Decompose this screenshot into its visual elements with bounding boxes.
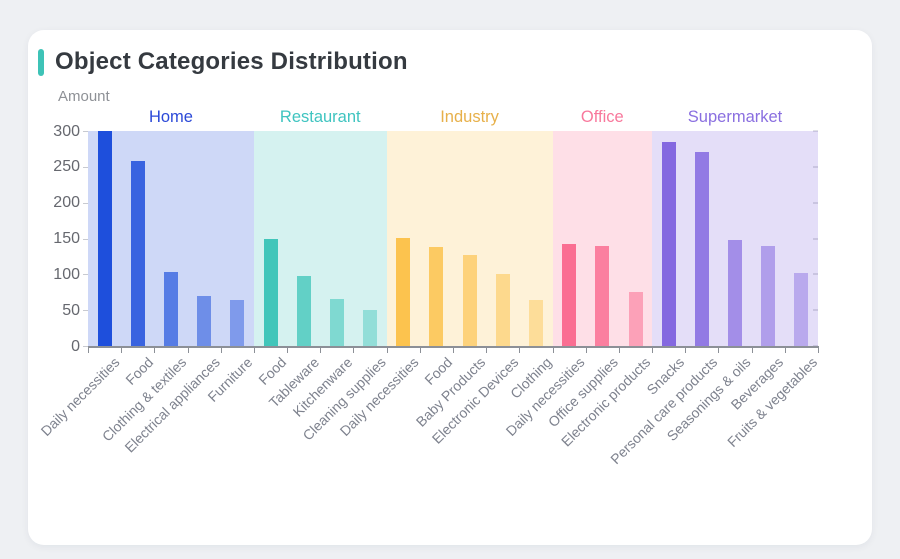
- bar-industry-daily-necessities[interactable]: [396, 237, 411, 346]
- y-axis-right-tick: [813, 309, 818, 312]
- title-accent-bar: [38, 48, 44, 76]
- y-axis-right-tick: [813, 273, 818, 276]
- bar-home-daily-necessities[interactable]: [97, 131, 112, 346]
- bar-home-furniture[interactable]: [230, 300, 245, 346]
- x-axis-tick: [253, 346, 255, 353]
- x-axis-tick: [453, 346, 454, 353]
- x-axis-tick: [585, 346, 587, 353]
- group-label-supermarket: Supermarket: [687, 108, 783, 126]
- bar-industry-clothing[interactable]: [528, 300, 543, 346]
- header: Object Categories Distribution: [38, 48, 408, 76]
- x-axis-tick: [220, 346, 222, 353]
- y-axis-tick-label: 150: [53, 230, 80, 247]
- y-axis-tick-label: 100: [53, 265, 80, 283]
- y-axis-tick-label: 200: [53, 194, 80, 212]
- y-axis-right-tick: [813, 165, 818, 168]
- x-axis-tick: [519, 346, 521, 353]
- bar-supermarket-personal-care-products[interactable]: [694, 151, 709, 346]
- x-axis-tick: [121, 346, 123, 353]
- y-axis-tick: [83, 166, 88, 168]
- bar-supermarket-seasonings-oils[interactable]: [728, 239, 743, 346]
- group-label-home: Home: [148, 108, 193, 126]
- y-axis-right-tick: [813, 201, 818, 204]
- bar-industry-food[interactable]: [429, 247, 444, 346]
- x-axis-tick: [154, 346, 156, 353]
- group-label-industry: Industry: [440, 108, 499, 126]
- y-axis-title: Amount: [58, 88, 110, 105]
- bar-home-food[interactable]: [130, 161, 145, 346]
- bar-restaurant-tableware[interactable]: [296, 276, 311, 346]
- bar-office-electronic-products[interactable]: [628, 292, 643, 346]
- bar-home-clothing-textiles[interactable]: [163, 272, 178, 346]
- y-axis-tick: [83, 346, 88, 347]
- page-title: Object Categories Distribution: [55, 48, 408, 75]
- y-axis-right-tick: [813, 130, 818, 132]
- bar-office-office-supplies[interactable]: [595, 246, 610, 346]
- y-axis-tick-label: 0: [71, 337, 80, 355]
- bar-home-electrical-appliances[interactable]: [197, 295, 212, 346]
- y-axis-tick: [83, 238, 88, 240]
- x-axis-tick: [718, 346, 720, 353]
- y-axis-tick: [83, 202, 88, 204]
- x-axis-tick: [187, 346, 189, 353]
- x-axis-tick: [287, 346, 289, 353]
- bar-restaurant-food[interactable]: [263, 239, 278, 346]
- x-axis-tick: [618, 346, 620, 353]
- x-axis-tick: [652, 346, 654, 353]
- y-axis-tick-label: 300: [53, 122, 80, 140]
- x-axis-tick: [419, 346, 421, 353]
- x-axis-tick: [751, 346, 753, 353]
- bar-supermarket-beverages[interactable]: [761, 245, 776, 346]
- y-axis-tick-label: 50: [62, 301, 80, 319]
- y-axis-tick: [83, 131, 88, 132]
- bar-supermarket-fruits-vegetables[interactable]: [794, 272, 809, 346]
- x-axis-tick: [685, 346, 687, 353]
- bar-supermarket-snacks[interactable]: [661, 141, 676, 346]
- bar-office-daily-necessities[interactable]: [562, 244, 577, 346]
- x-axis-tick: [552, 346, 554, 353]
- bar-industry-electronic-devices[interactable]: [495, 274, 510, 346]
- bar-restaurant-kitchenware[interactable]: [329, 299, 344, 346]
- x-axis-tick: [386, 346, 388, 353]
- chart-card: Object Categories Distribution Amount Ho…: [28, 30, 872, 545]
- x-axis-tick: [88, 346, 89, 353]
- x-axis-tick: [818, 346, 819, 353]
- group-label-restaurant: Restaurant: [279, 108, 361, 126]
- group-label-office: Office: [580, 108, 624, 126]
- y-axis-right-tick: [813, 237, 818, 240]
- x-axis-tick: [353, 346, 355, 353]
- y-axis-tick: [83, 274, 88, 276]
- y-axis-tick-label: 250: [53, 158, 80, 176]
- bar-restaurant-cleaning-supplies[interactable]: [363, 310, 378, 346]
- x-axis-tick: [486, 346, 488, 353]
- bar-chart: Home Daily necessities Food Clothing & text…: [28, 30, 872, 545]
- y-axis-tick: [83, 310, 88, 312]
- bar-industry-baby-products[interactable]: [462, 254, 477, 346]
- x-axis-tick: [320, 346, 322, 353]
- x-axis-tick: [784, 346, 786, 353]
